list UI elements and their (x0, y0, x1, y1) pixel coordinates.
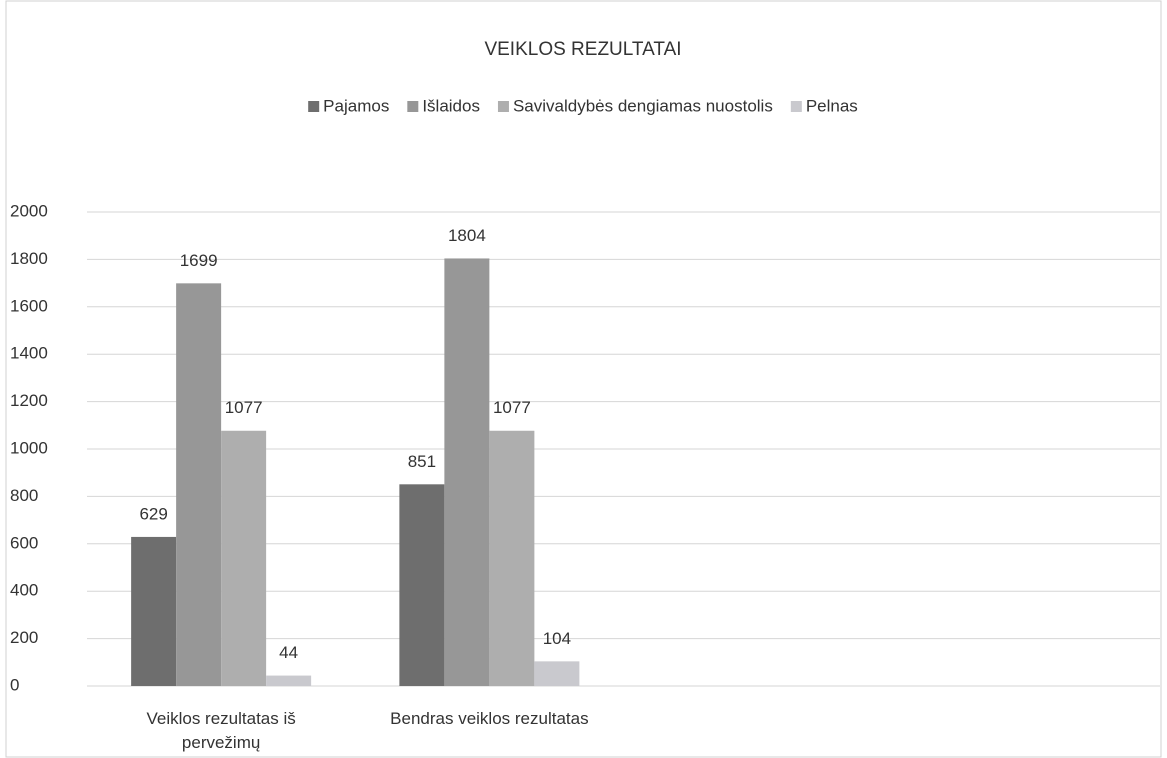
data-label: 851 (408, 452, 436, 471)
data-label: 1077 (493, 398, 531, 417)
chart-title: VEIKLOS REZULTATAI (484, 39, 681, 60)
data-label: 629 (139, 504, 167, 523)
y-tick-label: 1200 (10, 391, 48, 410)
y-tick-label: 2000 (10, 201, 48, 220)
bar (534, 661, 580, 686)
legend-swatch (308, 101, 320, 112)
legend-label: Pajamos (323, 96, 389, 115)
data-label: 1699 (180, 251, 218, 270)
y-tick-label: 800 (10, 486, 38, 505)
y-tick-label: 1600 (10, 296, 48, 315)
legend-swatch (790, 101, 802, 112)
x-tick-label: Veiklos rezultatas iš pervežimų (146, 709, 296, 752)
legend-swatch (407, 101, 419, 112)
y-tick-label: 0 (10, 675, 19, 694)
legend-label: Pelnas (806, 96, 858, 115)
bar (266, 675, 312, 686)
y-tick-label: 200 (10, 628, 38, 647)
legend-swatch (497, 101, 509, 112)
bar (221, 430, 267, 686)
bar (131, 536, 177, 686)
x-tick-label: Bendras veiklos rezultatas (390, 709, 589, 728)
data-label: 1804 (448, 226, 486, 245)
bar (489, 430, 535, 686)
data-label: 1077 (225, 398, 263, 417)
y-tick-label: 1400 (10, 344, 48, 363)
data-label: 104 (543, 629, 571, 648)
legend-label: Išlaidos (422, 96, 480, 115)
y-tick-label: 1000 (10, 438, 48, 457)
y-tick-label: 400 (10, 581, 38, 600)
y-tick-label: 1800 (10, 249, 48, 268)
bar (444, 258, 490, 686)
y-tick-label: 600 (10, 533, 38, 552)
bar (176, 283, 222, 686)
legend-label: Savivaldybės dengiamas nuostolis (513, 96, 773, 115)
bar (399, 484, 445, 686)
data-label: 44 (279, 643, 298, 662)
